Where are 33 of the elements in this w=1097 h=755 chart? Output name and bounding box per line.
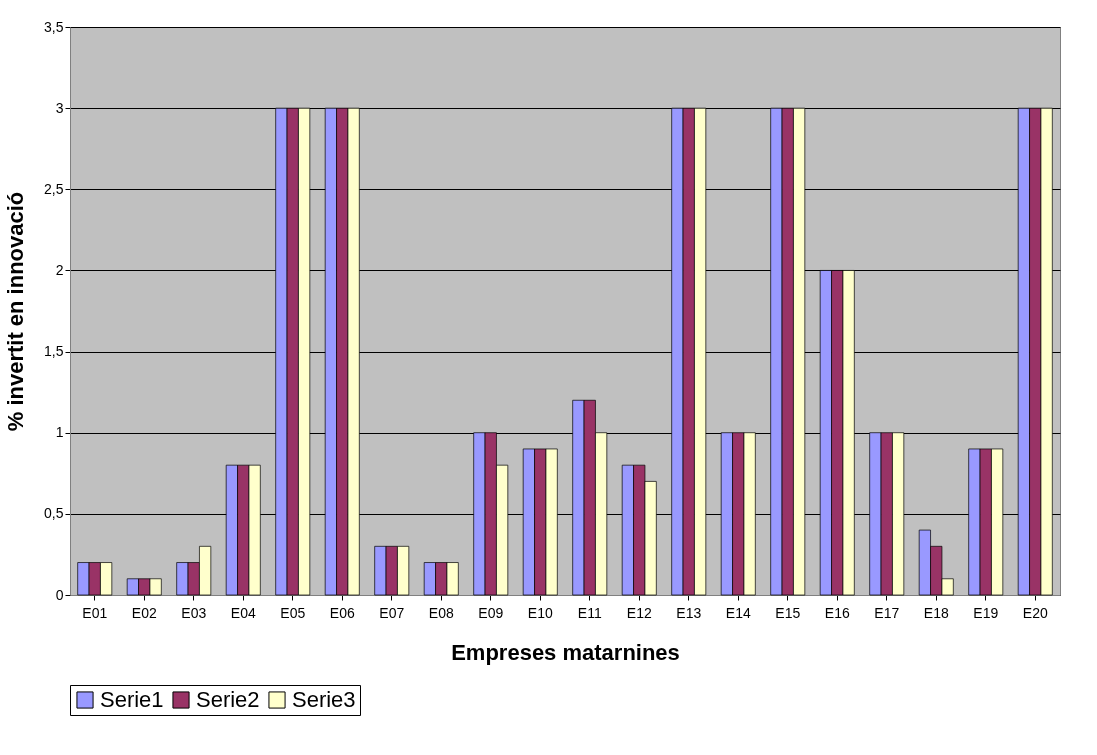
x-tick-label: E19: [973, 604, 999, 621]
legend-label: Serie1: [100, 687, 164, 712]
x-tick-label: E08: [428, 604, 454, 621]
y-tick-label: 0,5: [44, 505, 64, 522]
x-tick-label: E20: [1022, 604, 1048, 621]
x-tick-label: E15: [775, 604, 801, 621]
y-tick-label: 3: [55, 99, 64, 116]
x-tick-label: E06: [329, 604, 355, 621]
y-tick-label: 1,5: [44, 343, 64, 360]
x-tick-label: E02: [131, 604, 157, 621]
y-tick-label: 2,5: [44, 180, 64, 197]
y-tick-label: 2: [55, 261, 64, 278]
x-axis-title: Empreses matarnines: [451, 639, 680, 665]
x-tick-label: E07: [379, 604, 405, 621]
x-tick-label: E18: [923, 604, 949, 621]
x-tick-label: E14: [725, 604, 751, 621]
x-tick-label: E05: [280, 604, 306, 621]
y-tick-label: 1: [55, 424, 64, 441]
x-tick-label: E03: [181, 604, 207, 621]
x-tick-label: E13: [676, 604, 702, 621]
x-tick-label: E01: [82, 604, 108, 621]
legend-label: Serie2: [196, 687, 260, 712]
x-tick-label: E12: [626, 604, 652, 621]
x-tick-label: E09: [478, 604, 504, 621]
x-tick-label: E16: [824, 604, 850, 621]
x-tick-label: E04: [230, 604, 256, 621]
x-tick-label: E10: [527, 604, 553, 621]
legend-label: Serie3: [292, 687, 356, 712]
y-axis-title: % invertit en innovació: [3, 191, 29, 432]
x-tick-label: E17: [874, 604, 900, 621]
y-tick-label: 0: [55, 586, 64, 603]
y-tick-label: 3,5: [44, 18, 64, 35]
x-tick-label: E11: [577, 604, 602, 621]
